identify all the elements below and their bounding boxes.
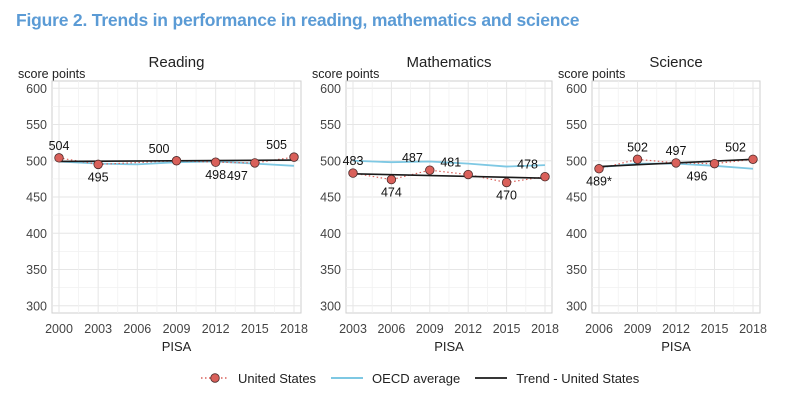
mathematics-xtick-2015: 2015	[493, 322, 521, 336]
mathematics-xtick-2006: 2006	[377, 322, 405, 336]
mathematics-ytick-400: 400	[320, 227, 341, 241]
mathematics-us-value-label-2003: 483	[343, 154, 364, 168]
mathematics-x-axis-label: PISA	[434, 339, 464, 354]
mathematics-ytick-300: 300	[320, 299, 341, 313]
reading-xtick-2015: 2015	[241, 322, 269, 336]
mathematics-y-axis-label: score points	[312, 67, 379, 81]
reading-us-point-2009	[171, 156, 182, 166]
mathematics-ytick-550: 550	[320, 118, 341, 132]
reading-us-value-label-2012: 498	[205, 168, 226, 182]
legend-swatch-united-states	[201, 373, 229, 383]
mathematics-trend-line	[352, 173, 546, 179]
science-ytick-550: 550	[566, 118, 587, 132]
science-xtick-2006: 2006	[585, 322, 613, 336]
mathematics-xtick-2012: 2012	[454, 322, 482, 336]
science-xtick-2015: 2015	[701, 322, 729, 336]
reading-ytick-600: 600	[26, 82, 47, 96]
reading-xtick-2012: 2012	[202, 322, 230, 336]
mathematics-us-point-2018	[540, 171, 550, 182]
mathematics-us-point-2003	[348, 168, 358, 178]
mathematics-oecd-average-line	[352, 159, 546, 168]
mathematics-ytick-500: 500	[320, 154, 341, 168]
mathematics-us-value-label-2006: 474	[381, 186, 402, 200]
mathematics-xtick-2003: 2003	[339, 322, 367, 336]
reading-ytick-550: 550	[26, 118, 47, 132]
science-ytick-600: 600	[566, 82, 587, 96]
mathematics-xtick-2009: 2009	[416, 322, 444, 336]
science-ytick-500: 500	[566, 154, 587, 168]
science-y-axis-label: score points	[558, 67, 625, 81]
science-us-point-2015	[709, 158, 720, 169]
figure-title: Figure 2. Trends in performance in readi…	[16, 10, 580, 30]
reading-y-axis-label: score points	[18, 67, 85, 81]
reading-us-point-2012	[210, 157, 221, 167]
reading-us-point-2015	[250, 158, 260, 168]
reading-xtick-2006: 2006	[123, 322, 151, 336]
science-chart-title: Science	[649, 54, 702, 71]
reading-us-point-2003	[93, 159, 103, 170]
mathematics-ytick-350: 350	[320, 263, 341, 277]
science-us-point-2006	[594, 164, 604, 174]
science-ytick-400: 400	[566, 227, 587, 241]
legend-label-oecd-average: OECD average	[372, 370, 461, 386]
science-ytick-300: 300	[566, 299, 587, 313]
science-ytick-450: 450	[566, 191, 587, 205]
mathematics-us-point-2009	[425, 165, 435, 175]
science-us-value-label-2009: 502	[627, 140, 648, 154]
legend-label-trend-united-states: Trend - United States	[516, 370, 640, 386]
reading-us-value-label-2009: 500	[149, 142, 170, 156]
mathematics-us-value-label-2015: 470	[496, 189, 517, 203]
legend-swatch-trend-united-states	[475, 377, 508, 379]
mathematics-xtick-2018: 2018	[531, 322, 559, 336]
mathematics-us-value-label-2009: 487	[402, 151, 423, 165]
mathematics-us-point-2015	[501, 177, 512, 188]
reading-ytick-500: 500	[26, 154, 47, 168]
legend-item-oecd-average: OECD average	[330, 371, 460, 386]
mathematics-us-point-2006	[386, 174, 397, 185]
science-us-value-label-2006: 489*	[586, 175, 612, 189]
mathematics-us-value-label-2018: 478	[517, 158, 538, 172]
legend-item-trend-united-states: Trend - United States	[474, 371, 639, 386]
reading-united-states-dotted-line	[58, 156, 295, 165]
legend-label-united-states: United States	[238, 370, 317, 386]
science-ytick-350: 350	[566, 263, 587, 277]
reading-us-point-2018	[289, 152, 299, 162]
science-us-point-2012	[671, 158, 681, 168]
mathematics-chart-title: Mathematics	[406, 54, 491, 71]
mathematics-ytick-450: 450	[320, 191, 341, 205]
reading-us-point-2000	[54, 153, 64, 163]
science-us-point-2009	[632, 154, 643, 165]
reading-ytick-450: 450	[26, 191, 47, 205]
reading-xtick-2000: 2000	[45, 322, 73, 336]
legend-swatch-oecd-average	[331, 377, 364, 379]
reading-xtick-2018: 2018	[280, 322, 308, 336]
reading-us-value-label-2018: 505	[266, 138, 287, 152]
reading-ytick-400: 400	[26, 227, 47, 241]
science-x-axis-label: PISA	[661, 339, 691, 354]
science-us-value-label-2015: 496	[687, 170, 708, 184]
science-xtick-2009: 2009	[624, 322, 652, 336]
science-us-point-2018	[748, 154, 758, 165]
reading-xtick-2003: 2003	[84, 322, 112, 336]
reading-ytick-300: 300	[26, 299, 47, 313]
reading-xtick-2009: 2009	[163, 322, 191, 336]
science-us-value-label-2018: 502	[725, 140, 746, 154]
reading-chart-title: Reading	[149, 54, 205, 71]
reading-ytick-350: 350	[26, 263, 47, 277]
mathematics-us-point-2012	[463, 169, 473, 180]
legend: United States OECD average Trend - Unite…	[200, 368, 639, 388]
reading-us-value-label-2003: 495	[88, 170, 109, 184]
science-xtick-2018: 2018	[739, 322, 767, 336]
science-us-value-label-2012: 497	[666, 144, 687, 158]
legend-item-united-states: United States	[200, 371, 316, 386]
mathematics-us-value-label-2012: 481	[440, 156, 461, 170]
reading-us-value-label-2015: 497	[227, 169, 248, 183]
reading-x-axis-label: PISA	[162, 339, 192, 354]
mathematics-ytick-600: 600	[320, 82, 341, 96]
mathematics-united-states-dotted-line	[352, 169, 546, 184]
reading-us-value-label-2000: 504	[49, 139, 70, 153]
science-xtick-2012: 2012	[662, 322, 690, 336]
